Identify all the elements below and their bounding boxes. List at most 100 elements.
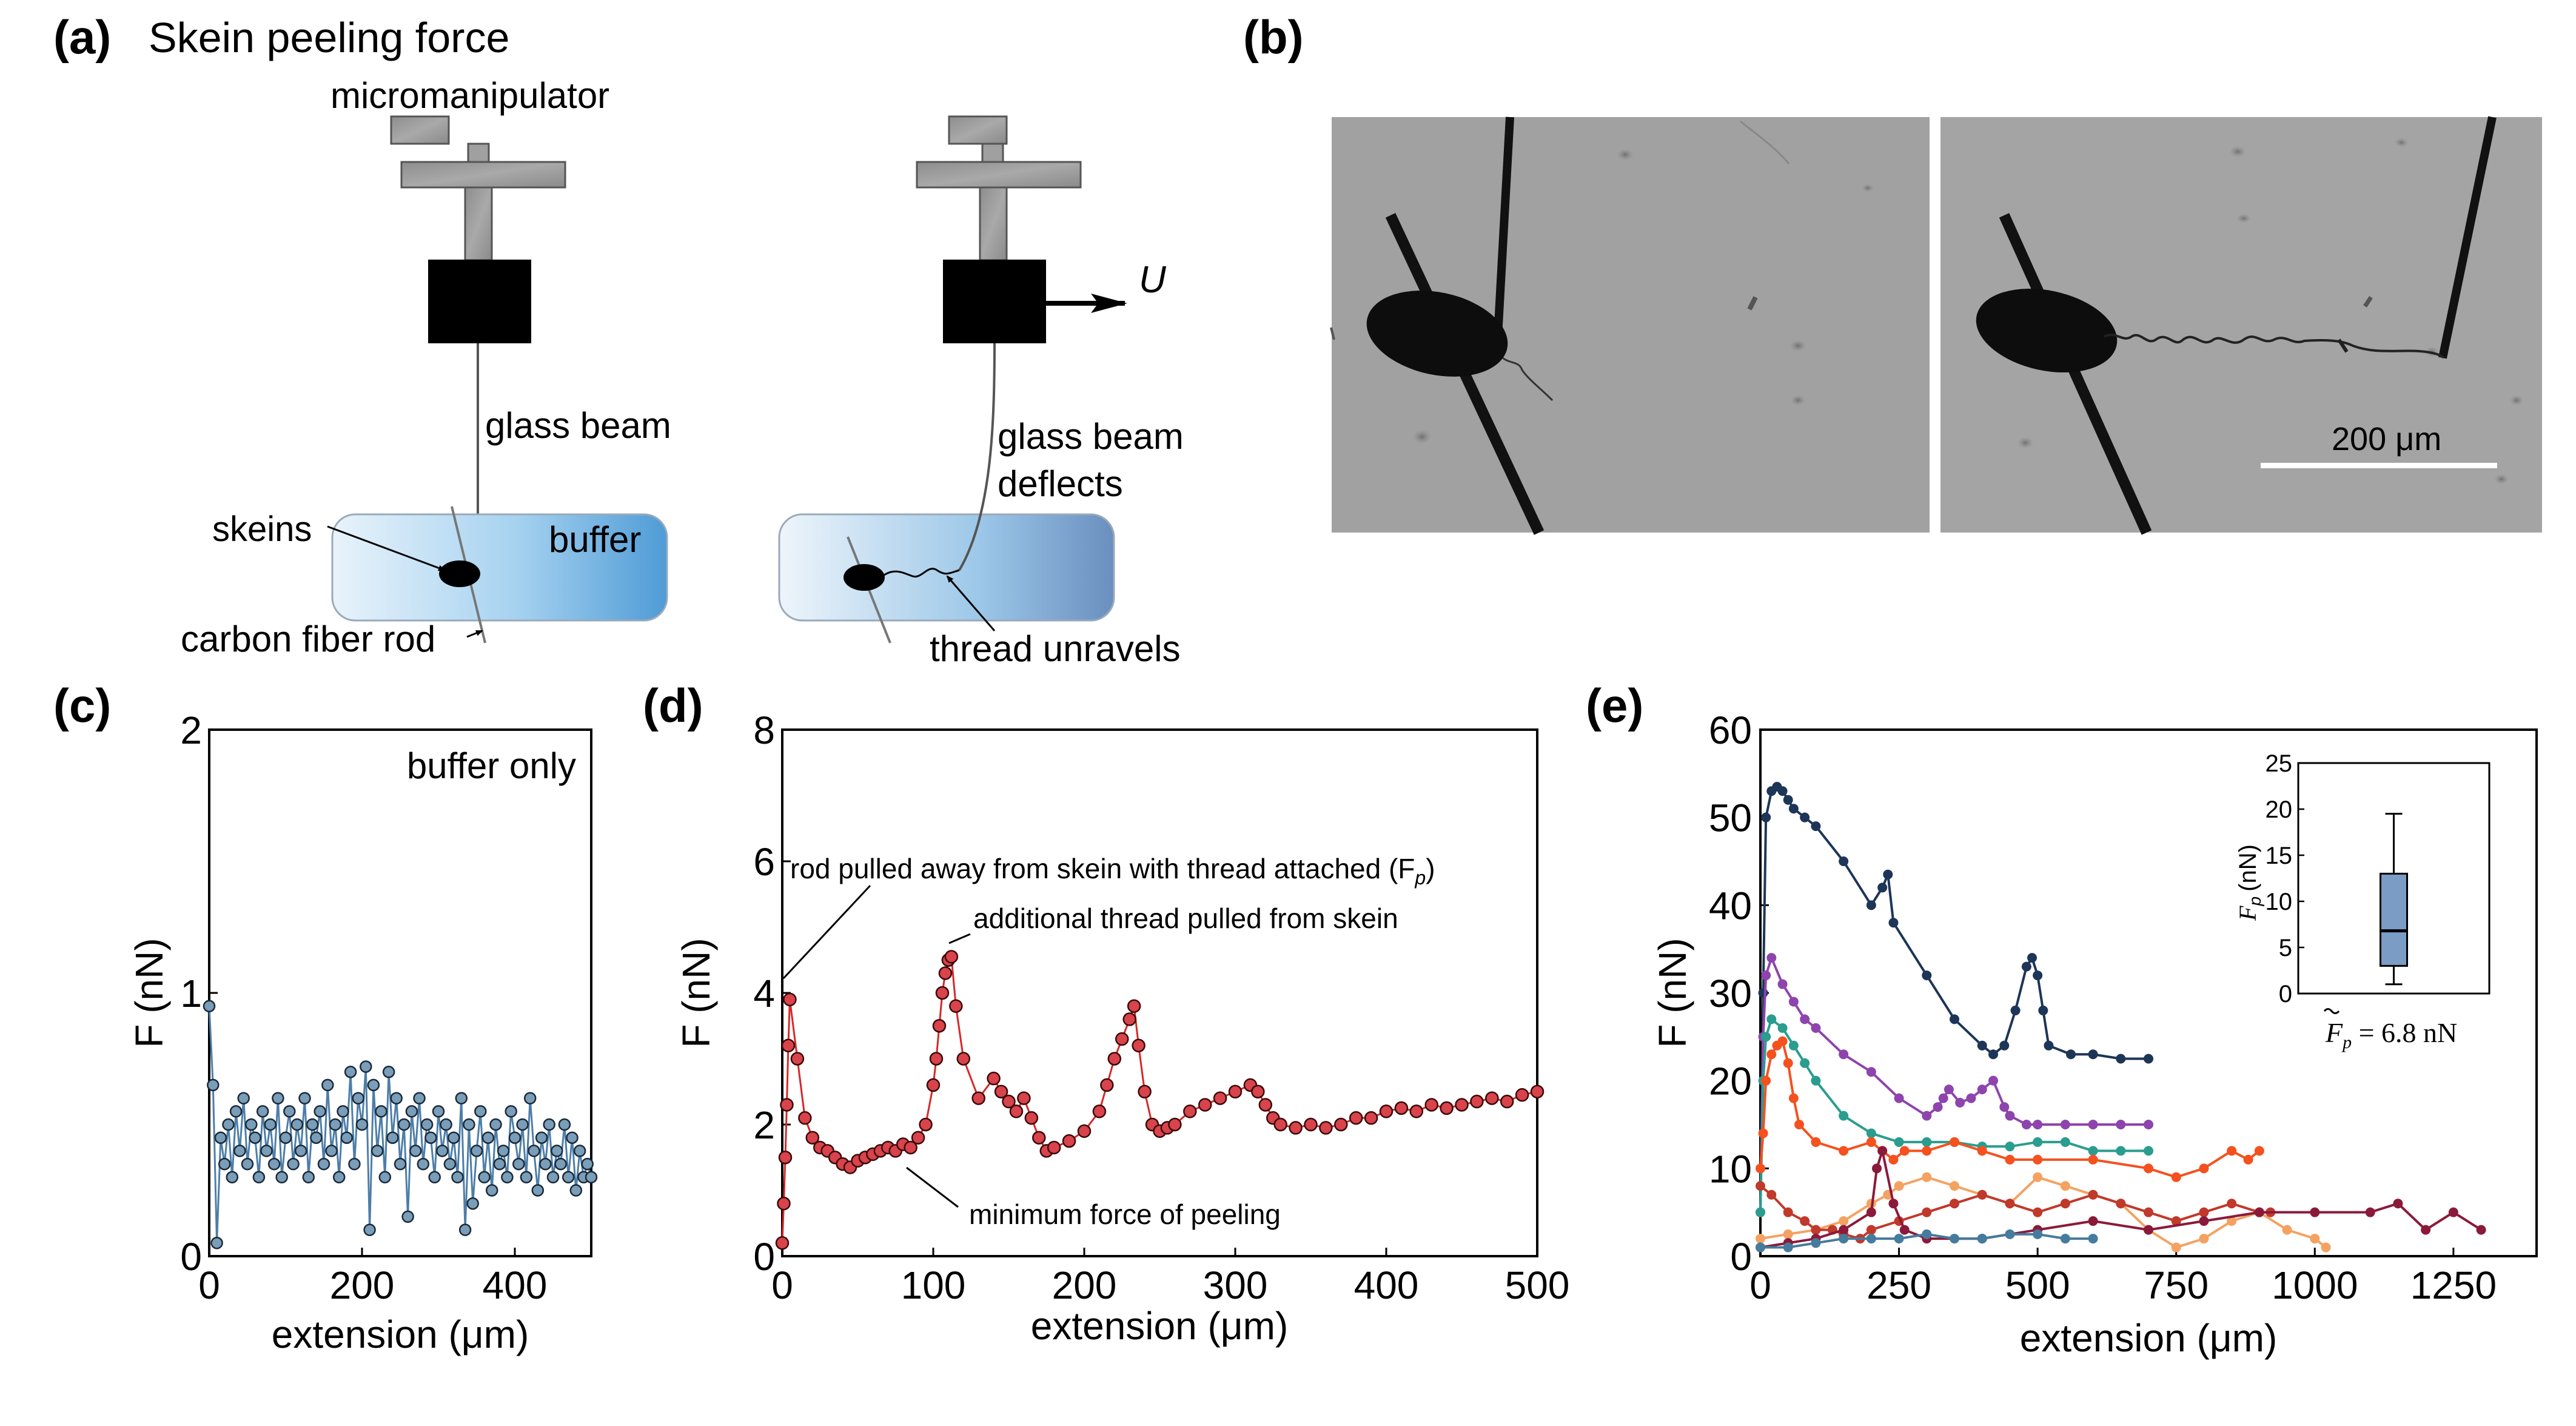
data-point [2116, 1146, 2126, 1156]
glass-beam-deflects-label-1: glass beam [998, 416, 1184, 457]
data-point [2021, 961, 2031, 972]
skein-right [844, 564, 885, 591]
data-point [1944, 1085, 1954, 1095]
x-tick-label: 400 [483, 1263, 548, 1307]
data-point [1777, 1036, 1788, 1046]
data-point [245, 1118, 258, 1131]
data-point [926, 1078, 941, 1092]
y-tick-label: 10 [1709, 1147, 1752, 1191]
data-point [1800, 1058, 1810, 1068]
data-point [1966, 1093, 1976, 1103]
data-point [1988, 1049, 1998, 1060]
data-point [401, 1210, 414, 1223]
data-point [241, 1157, 254, 1171]
chart-d-ticks: 0 100 200 300 400 500 0 2 4 6 8 [753, 708, 1569, 1307]
data-point [458, 1223, 472, 1236]
y-tick-label: 20 [1709, 1060, 1752, 1103]
data-point [1258, 1098, 1273, 1112]
x-tick-label: 200 [330, 1263, 395, 1307]
x-tick-label: 500 [1505, 1263, 1570, 1307]
data-point [493, 1157, 506, 1171]
data-point [1788, 804, 1799, 814]
data-point [455, 1092, 468, 1105]
data-point [1756, 1181, 1765, 1191]
data-point [1122, 1012, 1136, 1026]
data-point [1783, 1207, 1793, 1217]
data-point [317, 1157, 330, 1171]
data-point [478, 1171, 491, 1184]
thread-arrow [946, 575, 996, 631]
data-point [1811, 1023, 1821, 1033]
data-point [2005, 1154, 2015, 1165]
data-point [777, 1196, 791, 1211]
data-point [558, 1118, 571, 1131]
data-point [386, 1131, 399, 1144]
data-point [1002, 1094, 1016, 1109]
data-point [1839, 1225, 1849, 1235]
data-point [2010, 1005, 2021, 1015]
glass-beam-deflected [958, 343, 996, 571]
y-tick-label: 6 [753, 840, 775, 884]
data-point [1009, 1105, 1024, 1118]
data-point [1977, 1085, 1987, 1095]
rod-arrow [466, 630, 483, 638]
skein-left [439, 560, 480, 587]
data-point [2033, 1154, 2043, 1165]
data-point [348, 1157, 361, 1171]
data-point [1766, 1049, 1777, 1060]
data-point [1440, 1101, 1454, 1115]
chart-e-series [1756, 782, 2486, 1253]
data-point [436, 1145, 449, 1157]
data-point [1409, 1105, 1424, 1118]
data-point [2393, 1199, 2403, 1209]
data-point [1138, 1085, 1152, 1098]
chart-d-ylabel: F (nN) [674, 938, 718, 1048]
data-point [424, 1131, 437, 1144]
data-point [413, 1092, 426, 1105]
data-point [1811, 1075, 1821, 1086]
data-point [1470, 1094, 1484, 1109]
data-point [1788, 997, 1799, 1007]
data-point [938, 966, 953, 980]
data-point [2005, 1142, 2015, 1152]
data-point [1922, 970, 1932, 981]
data-point [2199, 1216, 2209, 1226]
data-point [932, 1019, 947, 1033]
data-point [352, 1092, 364, 1105]
x-tick-label: 1250 [2410, 1263, 2497, 1307]
data-point [911, 1131, 925, 1145]
data-point [1756, 1234, 1765, 1244]
data-point [1811, 1238, 1821, 1248]
data-point [1800, 1014, 1810, 1024]
data-point [409, 1145, 422, 1157]
data-point [1811, 821, 1821, 832]
chart-e-xlabel: extension (μm) [2020, 1316, 2278, 1360]
data-point [417, 1157, 430, 1171]
y-tick-label: 1 [180, 972, 202, 1015]
data-point [1888, 1199, 1899, 1209]
data-point [539, 1157, 552, 1171]
data-point [1894, 1234, 1904, 1244]
data-point [2254, 1207, 2264, 1217]
data-point [2060, 1181, 2070, 1191]
data-point [302, 1171, 315, 1184]
data-point [2033, 1207, 2043, 1217]
data-point [355, 1118, 369, 1131]
data-point [375, 1105, 387, 1118]
micrograph-before [1330, 116, 1930, 535]
x-tick-label: 200 [1052, 1263, 1117, 1307]
data-point [1761, 1032, 1771, 1042]
data-point [1839, 1234, 1849, 1244]
data-point [275, 1171, 288, 1184]
data-point [2005, 1229, 2015, 1239]
data-point [1761, 812, 1771, 822]
data-point [398, 1118, 411, 1131]
data-point [2144, 1207, 2153, 1217]
data-point [1977, 1234, 1987, 1244]
data-point [1783, 795, 1793, 805]
box-iqr [2380, 872, 2408, 967]
data-point [1788, 1040, 1799, 1051]
data-point [1455, 1098, 1469, 1112]
chart-c-annotation: buffer only [407, 745, 576, 786]
